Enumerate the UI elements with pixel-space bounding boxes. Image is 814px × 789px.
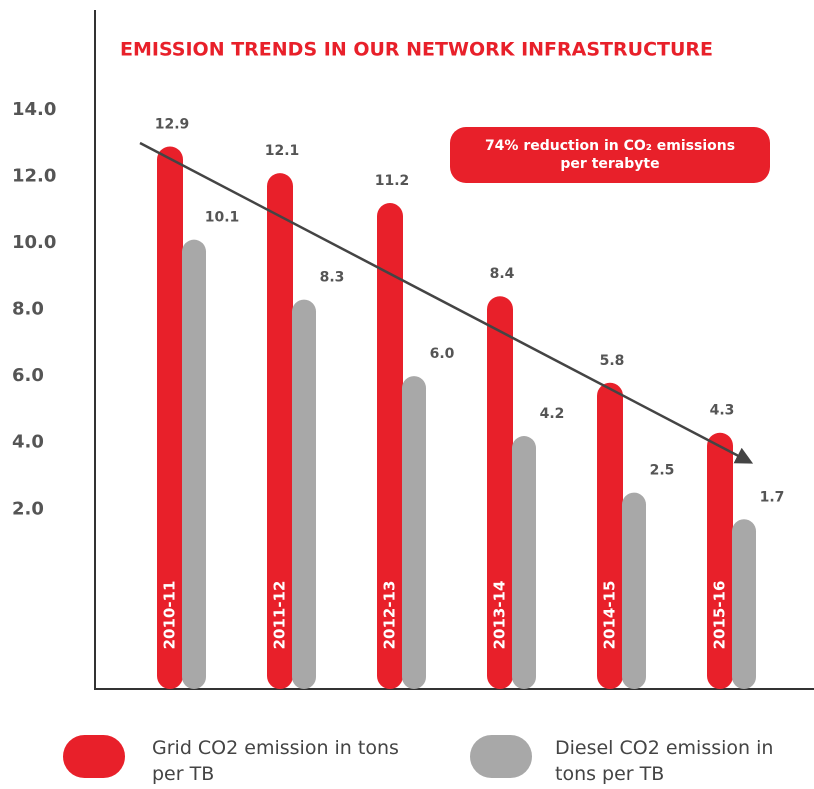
value-label: 5.8 bbox=[600, 353, 625, 369]
y-tick-label: 6.0 bbox=[12, 365, 44, 386]
y-tick-label: 2.0 bbox=[12, 498, 44, 519]
bar bbox=[732, 519, 756, 689]
chart: EMISSION TRENDS IN OUR NETWORK INFRASTRU… bbox=[12, 10, 814, 690]
bar bbox=[182, 239, 206, 690]
legend-swatch bbox=[470, 735, 532, 778]
annotation-box bbox=[450, 127, 770, 183]
y-tick-label: 12.0 bbox=[12, 165, 56, 186]
chart-title: EMISSION TRENDS IN OUR NETWORK INFRASTRU… bbox=[120, 39, 713, 61]
bar bbox=[157, 146, 183, 689]
y-tick-label: 8.0 bbox=[12, 299, 44, 320]
x-tick-label: 2013-14 bbox=[491, 581, 509, 650]
x-tick-label: 2010-11 bbox=[161, 581, 179, 650]
legend-swatch bbox=[63, 735, 125, 778]
value-label: 6.0 bbox=[430, 346, 455, 362]
value-label: 10.1 bbox=[205, 210, 240, 226]
value-label: 11.2 bbox=[375, 173, 410, 189]
bar bbox=[377, 203, 403, 690]
legend-label: Grid CO2 emission in tons per TB bbox=[152, 737, 399, 785]
bar bbox=[267, 173, 293, 689]
x-tick-label: 2014-15 bbox=[601, 581, 619, 650]
value-label: 12.9 bbox=[155, 116, 190, 132]
value-label: 2.5 bbox=[650, 463, 675, 479]
value-label: 4.3 bbox=[710, 403, 735, 419]
y-tick-label: 14.0 bbox=[12, 99, 56, 120]
y-tick-label: 4.0 bbox=[12, 432, 44, 453]
annotation: 74% reduction in CO₂ emissions bbox=[485, 138, 735, 154]
bar bbox=[707, 432, 733, 689]
value-label: 8.3 bbox=[320, 270, 345, 286]
legend-label: Diesel CO2 emission in tons per TB bbox=[555, 737, 774, 785]
x-tick-label: 2012-13 bbox=[381, 581, 399, 650]
value-label: 4.2 bbox=[540, 406, 565, 422]
y-tick-label: 10.0 bbox=[12, 232, 56, 253]
marks: 2.0 4.0 6.0 8.0 10.0 12.0 14.0 12.9 10.1 2010-11 1… bbox=[12, 99, 785, 690]
value-label: 1.7 bbox=[760, 489, 785, 505]
value-label: 8.4 bbox=[490, 266, 515, 282]
bar bbox=[512, 436, 536, 689]
bar bbox=[622, 492, 646, 689]
bar bbox=[402, 376, 426, 689]
x-tick-label: 2015-16 bbox=[711, 581, 729, 650]
bar bbox=[292, 299, 316, 689]
bar bbox=[597, 382, 623, 689]
value-label: 12.1 bbox=[265, 143, 300, 159]
annotation: per terabyte bbox=[560, 156, 659, 172]
x-tick-label: 2011-12 bbox=[271, 581, 289, 650]
trend-arrow bbox=[139, 141, 754, 464]
bar bbox=[487, 296, 513, 689]
